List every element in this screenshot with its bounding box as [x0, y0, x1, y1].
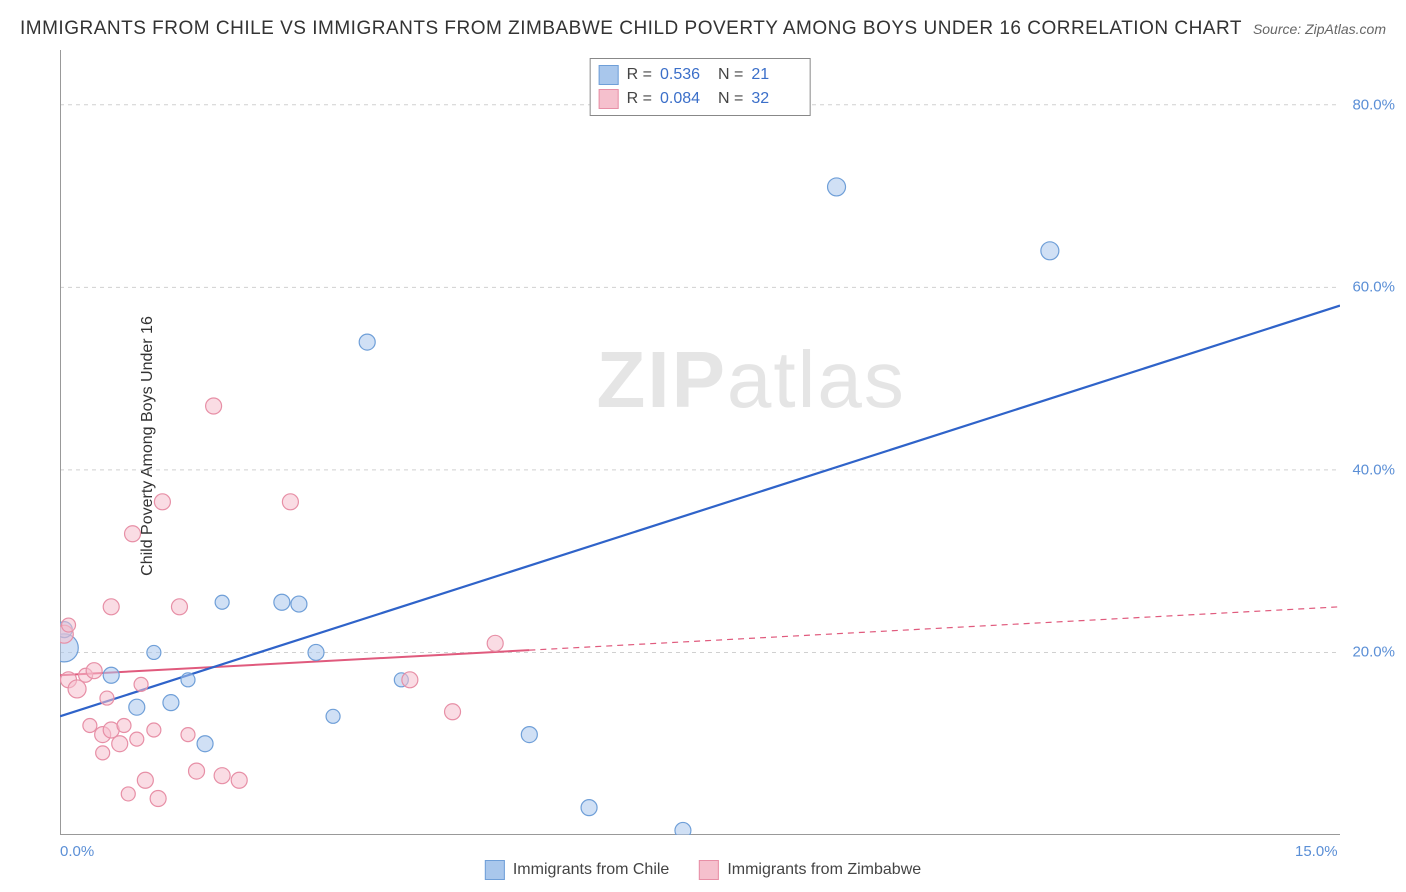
legend-item-chile: Immigrants from Chile: [485, 860, 669, 880]
n-value: 32: [751, 87, 801, 111]
r-label: R =: [627, 63, 652, 87]
legend-swatch-chile: [485, 860, 505, 880]
legend-swatch-chile: [599, 65, 619, 85]
plot-area: ZIPatlas R = 0.536 N = 21 R = 0.084 N = …: [60, 50, 1340, 835]
legend-swatch-zimbabwe: [599, 89, 619, 109]
correlation-legend: R = 0.536 N = 21 R = 0.084 N = 32: [590, 58, 811, 116]
r-value: 0.084: [660, 87, 710, 111]
legend-swatch-zimbabwe: [699, 860, 719, 880]
source-prefix: Source:: [1253, 21, 1305, 37]
legend-item-zimbabwe: Immigrants from Zimbabwe: [699, 860, 921, 880]
chart-source: Source: ZipAtlas.com: [1253, 21, 1386, 37]
x-tick-label: 15.0%: [1295, 843, 1338, 860]
chart-header: IMMIGRANTS FROM CHILE VS IMMIGRANTS FROM…: [20, 18, 1386, 40]
chart-title: IMMIGRANTS FROM CHILE VS IMMIGRANTS FROM…: [20, 18, 1242, 40]
series-legend: Immigrants from Chile Immigrants from Zi…: [485, 860, 921, 880]
correlation-row: R = 0.084 N = 32: [599, 87, 802, 111]
y-tick-label: 20.0%: [1352, 644, 1395, 661]
y-tick-label: 40.0%: [1352, 461, 1395, 478]
n-label: N =: [718, 87, 743, 111]
r-label: R =: [627, 87, 652, 111]
n-label: N =: [718, 63, 743, 87]
y-tick-label: 60.0%: [1352, 279, 1395, 296]
legend-label: Immigrants from Zimbabwe: [727, 861, 921, 879]
scatter-plot: [60, 50, 1340, 835]
y-tick-label: 80.0%: [1352, 96, 1395, 113]
source-name: ZipAtlas.com: [1305, 21, 1386, 37]
correlation-row: R = 0.536 N = 21: [599, 63, 802, 87]
x-tick-label: 0.0%: [60, 843, 94, 860]
legend-label: Immigrants from Chile: [513, 861, 669, 879]
n-value: 21: [751, 63, 801, 87]
r-value: 0.536: [660, 63, 710, 87]
